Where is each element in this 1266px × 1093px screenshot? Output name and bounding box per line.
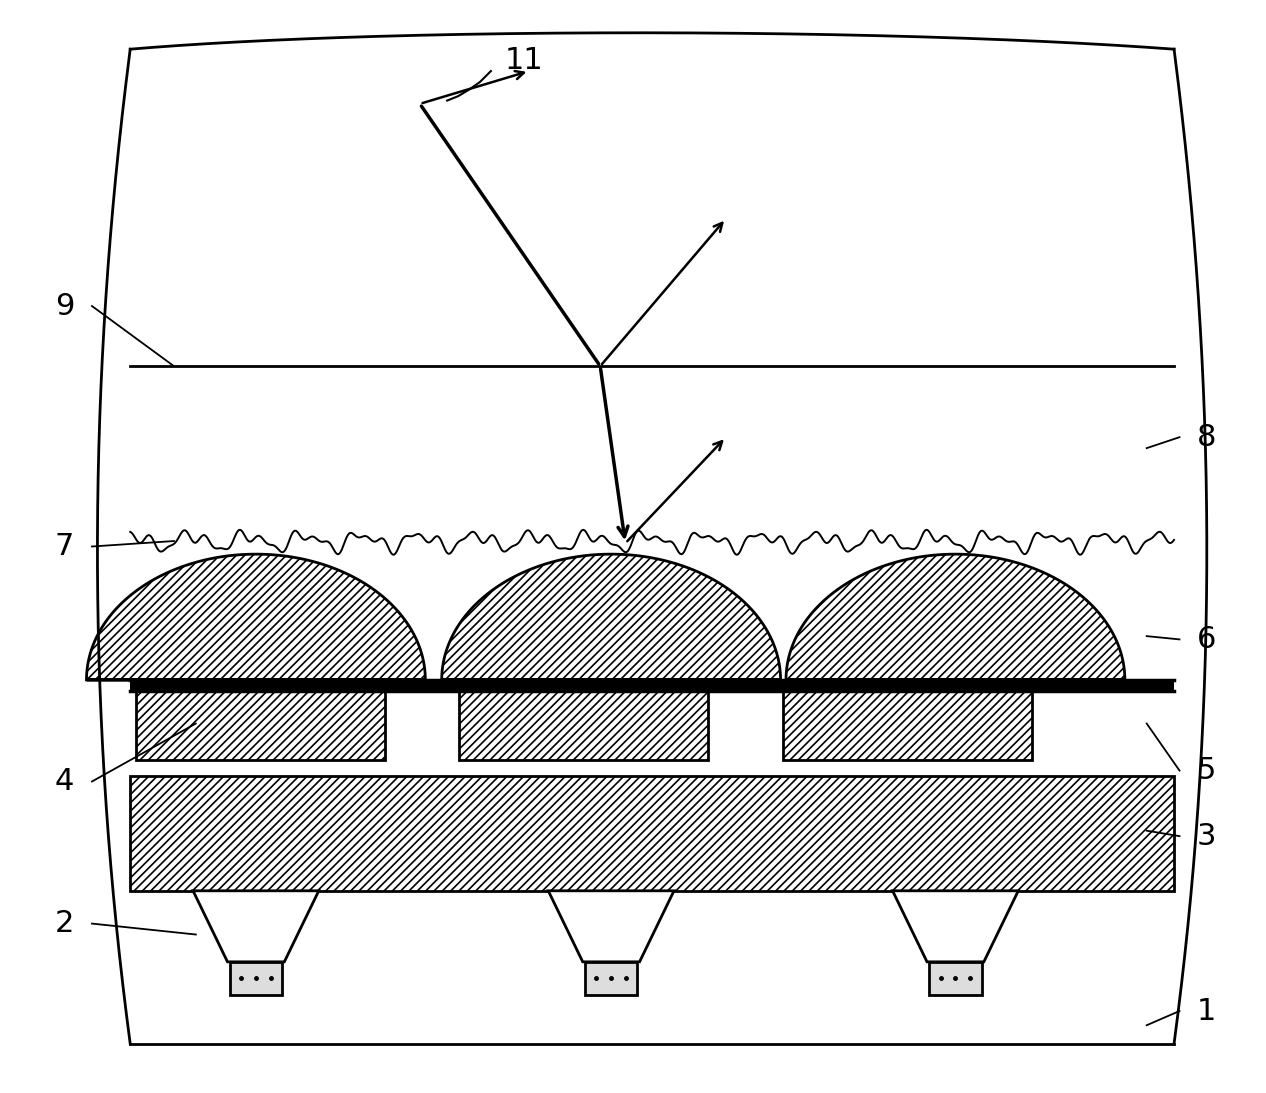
Polygon shape — [194, 891, 319, 962]
Bar — [130, 776, 1174, 891]
Polygon shape — [893, 891, 1018, 962]
Text: 5: 5 — [1198, 756, 1217, 785]
Bar — [782, 691, 1032, 760]
Text: 1: 1 — [1198, 997, 1217, 1025]
Bar — [135, 691, 385, 760]
Bar — [229, 962, 282, 995]
Polygon shape — [442, 554, 781, 680]
Text: 8: 8 — [1198, 423, 1217, 451]
Bar — [130, 680, 1174, 691]
Text: 7: 7 — [54, 532, 75, 561]
Polygon shape — [548, 891, 674, 962]
Text: 11: 11 — [504, 46, 543, 74]
Text: 3: 3 — [1198, 822, 1217, 850]
Text: 6: 6 — [1198, 625, 1217, 654]
Text: 2: 2 — [54, 909, 75, 938]
Polygon shape — [86, 554, 425, 680]
Polygon shape — [786, 554, 1125, 680]
Bar — [585, 962, 637, 995]
Bar — [929, 962, 981, 995]
Bar — [460, 691, 709, 760]
Text: 4: 4 — [54, 767, 75, 796]
Text: 9: 9 — [54, 292, 75, 320]
